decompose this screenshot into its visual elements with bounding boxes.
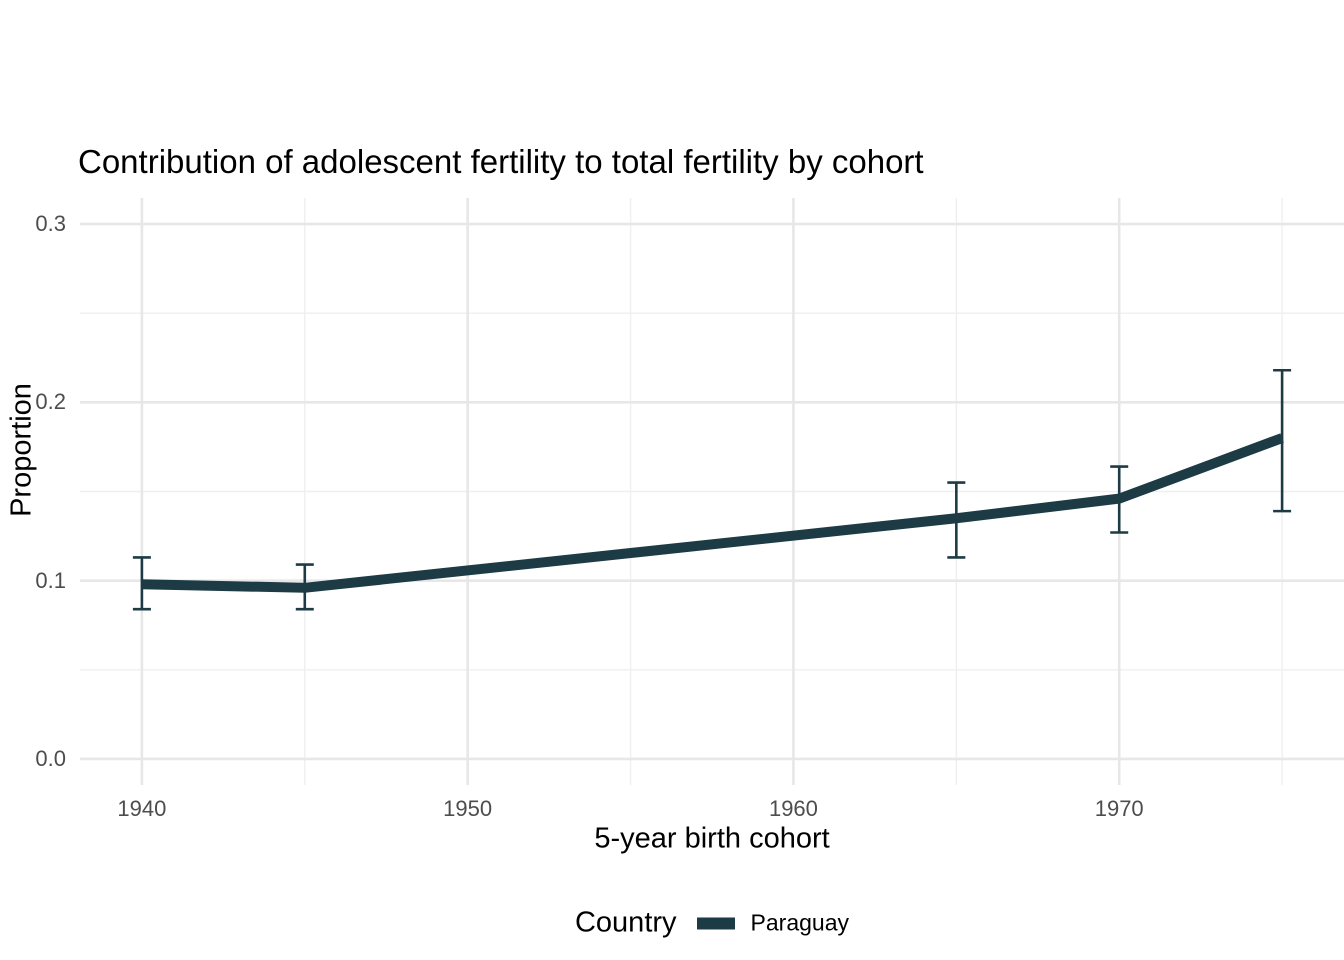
y-tick-label: 0.0 xyxy=(35,745,66,771)
x-tick-label: 1940 xyxy=(117,796,167,821)
x-tick-label: 1950 xyxy=(443,796,493,821)
x-axis-title: 5-year birth cohort xyxy=(594,822,830,855)
legend-label-paraguay: Paraguay xyxy=(750,909,849,936)
legend: Country Paraguay xyxy=(80,907,1344,940)
legend-title: Country xyxy=(574,906,677,939)
chart-title: Contribution of adolescent fertility to … xyxy=(78,143,924,180)
x-tick-label: 1970 xyxy=(1094,796,1144,821)
legend-line-swatch-icon xyxy=(696,917,735,929)
y-tick-label: 0.1 xyxy=(35,567,66,593)
y-tick-label: 0.3 xyxy=(35,211,66,237)
x-tick-label: 1960 xyxy=(768,796,818,821)
y-tick-label: 0.2 xyxy=(35,389,66,415)
series-line-paraguay xyxy=(141,433,1284,593)
